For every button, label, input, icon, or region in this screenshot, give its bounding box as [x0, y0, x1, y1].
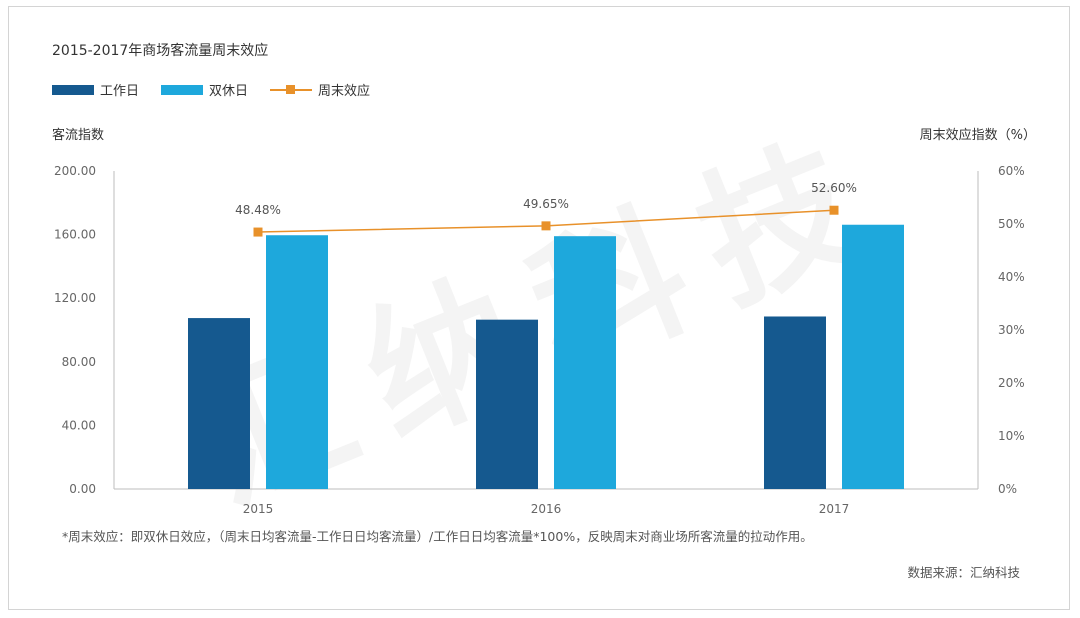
legend-label-weekend: 双休日 [209, 84, 249, 99]
weekend-effect-marker [541, 221, 551, 231]
chart-title: 2015-2017年商场客流量周末效应 [52, 43, 269, 59]
bar-weekday-2015 [188, 318, 250, 489]
left-tick-label: 80.00 [62, 355, 96, 369]
legend: 工作日 双休日 周末效应 [52, 80, 392, 99]
data-source: 数据来源：汇纳科技 [907, 565, 1020, 580]
weekend-effect-data-label: 48.48% [235, 203, 281, 217]
bar-weekday-2017 [764, 316, 826, 489]
x-tick-label: 2016 [531, 502, 562, 516]
chart-frame [8, 6, 1070, 610]
right-tick-label: 10% [998, 429, 1025, 443]
right-tick-label: 30% [998, 323, 1025, 337]
x-tick-label: 2015 [243, 502, 274, 516]
footnote: *周末效应：即双休日效应，（周末日均客流量-工作日日均客流量）/工作日日均客流量… [62, 529, 813, 544]
legend-label-weekend-effect: 周末效应 [318, 84, 371, 99]
bar-weekday-2016 [476, 319, 538, 489]
right-axis-title: 周末效应指数（%） [919, 128, 1036, 143]
legend-swatch-weekday [52, 84, 94, 95]
legend-item-weekend: 双休日 [161, 80, 248, 99]
bar-weekend-2017 [842, 224, 904, 489]
bar-weekend-2016 [554, 236, 616, 489]
legend-item-weekday: 工作日 [52, 80, 139, 99]
left-tick-label: 0.00 [69, 482, 96, 496]
left-axis-title: 客流指数 [52, 128, 105, 143]
left-tick-label: 40.00 [62, 418, 96, 432]
legend-item-weekend-effect: 周末效应 [270, 80, 370, 99]
left-tick-label: 200.00 [54, 164, 96, 178]
legend-swatch-weekend [161, 84, 204, 95]
right-tick-label: 60% [998, 164, 1025, 178]
x-tick-label: 2017 [819, 502, 850, 516]
bar-weekend-2015 [266, 235, 328, 489]
weekend-effect-data-label: 49.65% [523, 197, 569, 211]
weekend-effect-data-label: 52.60% [811, 181, 857, 195]
legend-swatch-weekend-effect [270, 84, 313, 95]
weekend-effect-marker [829, 205, 839, 215]
right-tick-label: 0% [998, 482, 1017, 496]
right-tick-label: 40% [998, 270, 1025, 284]
right-tick-label: 20% [998, 376, 1025, 390]
weekend-effect-marker [253, 227, 263, 237]
legend-label-weekday: 工作日 [100, 84, 140, 99]
left-tick-label: 160.00 [54, 228, 96, 242]
left-tick-label: 120.00 [54, 291, 96, 305]
right-tick-label: 50% [998, 217, 1025, 231]
